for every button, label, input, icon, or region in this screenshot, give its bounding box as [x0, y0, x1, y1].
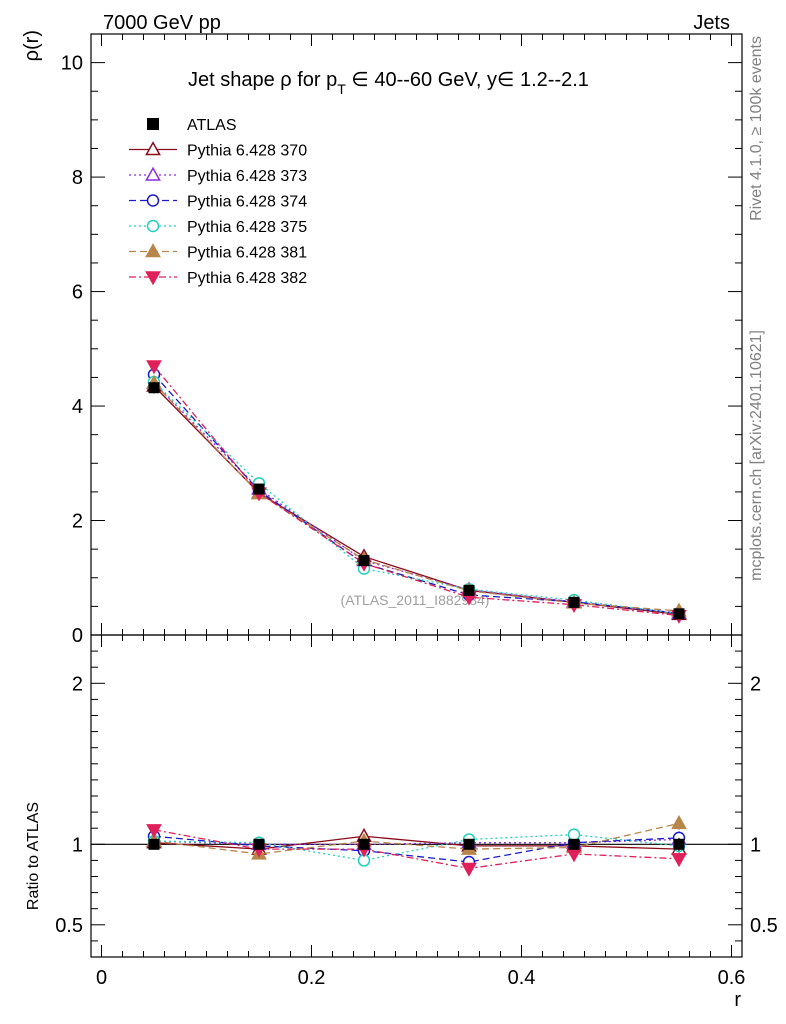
legend-entry-pythia-6-428-381: Pythia 6.428 381: [129, 243, 307, 262]
top-line-pythia-6-428-381: [153, 382, 680, 612]
bottom-point-pythia-6-428-375: [567, 828, 581, 841]
legend-label: Pythia 6.428 382: [187, 270, 307, 287]
legend-entry-pythia-6-428-374: Pythia 6.428 374: [129, 194, 307, 211]
legend-label: Pythia 6.428 381: [187, 245, 307, 262]
legend-entry-atlas: ATLAS: [147, 117, 237, 134]
header-right: Jets: [693, 12, 730, 34]
bottom-series-pythia-6-428-370: [146, 827, 687, 856]
legend-marker: [146, 219, 160, 233]
bottom-series-atlas: [148, 837, 685, 851]
legend-label: Pythia 6.428 370: [187, 143, 307, 160]
top-point-atlas: [568, 596, 580, 608]
top-point-atlas: [148, 382, 160, 394]
bottom-series-pythia-6-428-374: [147, 830, 686, 869]
legend-marker: [147, 118, 159, 130]
bottom-point-atlas: [148, 838, 160, 850]
y-tick-label: 2: [72, 673, 83, 695]
top-title: Jet shape ρ for pT ∈ 40--60 GeV, y∈ 1.2-…: [188, 69, 589, 97]
top-series-pythia-6-428-374: [147, 368, 686, 620]
bottom-point-atlas: [568, 838, 580, 850]
top-ylabel: ρ(r): [21, 30, 43, 61]
legend: ATLAS Pythia 6.428 370 Pythia 6.428 373 Pyt…: [129, 117, 307, 287]
legend-marker: [145, 141, 161, 156]
mcplots-label: mcplots.cern.ch [arXiv:2401.10621]: [748, 330, 765, 581]
legend-entry-pythia-6-428-382: Pythia 6.428 382: [129, 270, 307, 287]
top-point-atlas: [463, 584, 475, 596]
bottom-point-atlas: [463, 838, 475, 850]
bottom-line-pythia-6-428-382: [153, 829, 680, 870]
y-tick-label: 6: [72, 282, 83, 304]
y-tick-label: 4: [72, 396, 83, 418]
title-subscript: T: [337, 81, 346, 97]
title-suffix: ∈ 40--60 GeV, y∈ 1.2--2.1: [346, 69, 589, 91]
bottom-line-pythia-6-428-381: [153, 822, 680, 855]
legend-marker: [145, 271, 161, 286]
bottom-point-atlas: [253, 838, 265, 850]
bottom-point-pythia-6-428-382: [671, 853, 687, 868]
top-series-pythia-6-428-373: [146, 374, 687, 619]
top-series-pythia-6-428-375: [147, 375, 686, 621]
title-prefix: Jet shape ρ for p: [188, 69, 337, 91]
bottom-plot-area: [146, 815, 687, 877]
y-tick-label: 8: [72, 167, 83, 189]
x-tick-label: 0: [96, 967, 107, 989]
bottom-point-pythia-6-428-382: [566, 848, 582, 863]
top-point-atlas: [253, 483, 265, 495]
bottom-frame: [90, 634, 743, 958]
top-series-pythia-6-428-370: [146, 377, 687, 621]
top-point-atlas: [673, 608, 685, 620]
legend-label: Pythia 6.428 373: [187, 168, 307, 185]
bottom-axes: 0 0.2 0.4 0.6 0.5 0.5 1 1 2 2: [55, 634, 778, 989]
y-tick-label: 0.5: [750, 915, 778, 937]
x-tick-label: 0.4: [508, 967, 536, 989]
bottom-line-pythia-6-428-374: [153, 835, 680, 863]
header-left: 7000 GeV pp: [103, 12, 221, 34]
legend-label: Pythia 6.428 374: [187, 194, 307, 211]
top-line-pythia-6-428-374: [153, 374, 680, 614]
y-tick-label: 10: [61, 53, 83, 75]
bottom-point-pythia-6-428-382: [146, 824, 162, 839]
y-tick-label: 1: [750, 834, 761, 856]
legend-entry-pythia-6-428-375: Pythia 6.428 375: [129, 219, 307, 236]
y-tick-label: 0: [72, 625, 83, 647]
top-line-pythia-6-428-375: [153, 381, 680, 615]
top-plot-area: [146, 360, 687, 624]
y-tick-label: 2: [72, 511, 83, 533]
bottom-point-atlas: [673, 838, 685, 850]
legend-marker: [146, 194, 160, 207]
bottom-line-pythia-6-428-375: [153, 833, 680, 862]
top-point-atlas: [358, 555, 370, 567]
x-tick-label: 0.2: [298, 967, 326, 989]
rivet-label: Rivet 4.1.0, ≥ 100k events: [748, 36, 765, 221]
top-line-pythia-6-428-382: [153, 365, 680, 617]
legend-entry-pythia-6-428-373: Pythia 6.428 373: [129, 166, 307, 185]
legend-label: Pythia 6.428 375: [187, 219, 307, 236]
top-point-pythia-6-428-382: [146, 360, 162, 375]
bottom-point-pythia-6-428-381: [671, 815, 687, 830]
xlabel: r: [734, 989, 741, 1011]
legend-marker: [145, 243, 161, 258]
y-tick-label: 2: [750, 673, 761, 695]
bottom-series-pythia-6-428-381: [146, 815, 687, 860]
y-tick-label: 1: [72, 834, 83, 856]
watermark: (ATLAS_2011_I882984): [341, 592, 490, 608]
top-series-atlas: [148, 382, 685, 620]
top-series-pythia-6-428-382: [146, 360, 687, 624]
bottom-point-pythia-6-428-382: [461, 862, 477, 877]
top-line-pythia-6-428-373: [153, 382, 680, 614]
top-axes: 0 2 4 6 8 10: [61, 33, 743, 647]
legend-entry-pythia-6-428-370: Pythia 6.428 370: [129, 141, 307, 160]
legend-marker: [145, 166, 161, 181]
x-tick-label: 0.6: [718, 967, 746, 989]
bottom-point-atlas: [358, 838, 370, 850]
legend-label: ATLAS: [187, 117, 237, 134]
y-tick-label: 0.5: [55, 915, 83, 937]
bottom-line-pythia-6-428-370: [153, 835, 680, 850]
bottom-ylabel: Ratio to ATLAS: [25, 802, 42, 910]
